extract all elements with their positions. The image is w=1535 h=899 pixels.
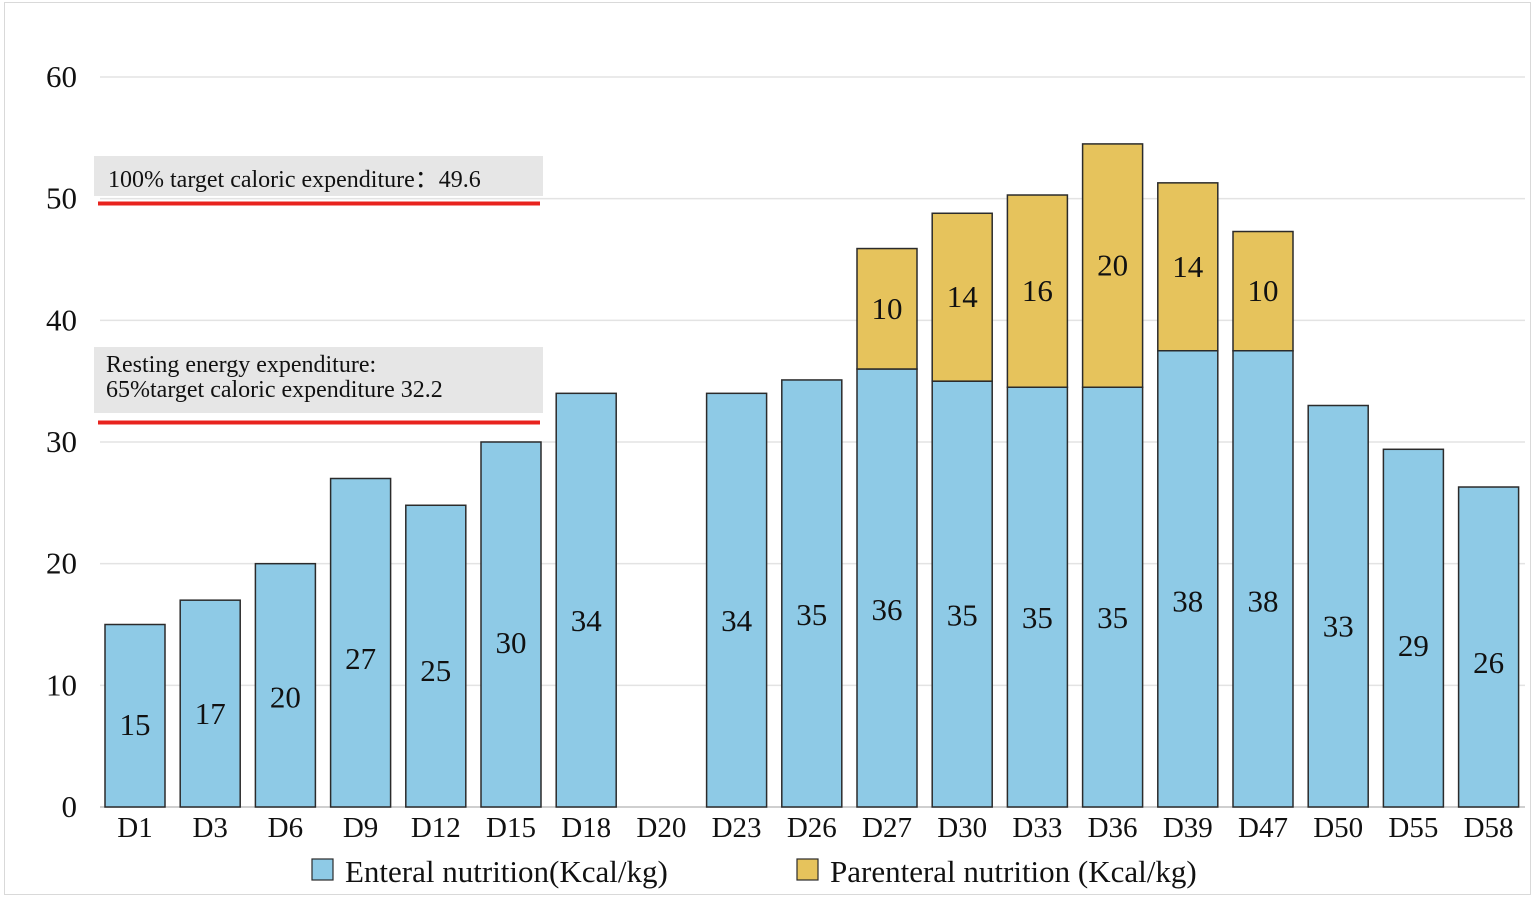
x-tick-label: D15 [486,812,536,844]
enteral-value-label: 35 [947,597,978,632]
parenteral-bar-d36 [1081,143,1144,388]
reference-annotations: 100% target caloric expenditure：49.6 Rest… [94,156,543,425]
enteral-bar-d27 [856,368,918,808]
enteral-bar-d18 [555,392,617,808]
y-tick-label: 20 [46,546,77,581]
enteral-bar-d55 [1382,448,1445,808]
parenteral-bar-d30 [931,212,993,382]
x-tick-label: D1 [117,812,152,844]
x-tick-label: D9 [343,812,378,844]
enteral-bar-d1 [104,623,166,808]
resting-energy-annotation-box [94,347,543,413]
x-tick-label: D39 [1163,812,1213,844]
parenteral-bar-d33 [1006,194,1069,388]
enteral-value-label: 30 [496,625,527,660]
legend-label-parenteral: Parenteral nutrition (Kcal/kg) [830,854,1197,889]
enteral-value-label: 17 [195,696,226,731]
x-tick-label: D50 [1313,812,1363,844]
parenteral-value-label: 14 [1172,249,1204,284]
x-tick-label: D20 [636,812,686,844]
x-tick-label: D36 [1088,812,1138,844]
enteral-bar-d36 [1081,386,1144,808]
parenteral-value-label: 20 [1097,248,1128,283]
x-tick-label: D30 [937,812,987,844]
enteral-bar-d26 [781,379,843,808]
x-tick-label: D6 [268,812,303,844]
enteral-bar-d23 [705,392,768,808]
legend: Enteral nutrition(Kcal/kg) Parenteral nut… [311,854,1197,889]
enteral-value-label: 38 [1172,584,1203,619]
x-tick-label: D58 [1464,812,1514,844]
bars: 15 17 20 27 25 30 34 34 35 36 10 35 14 35 16 35 20 38 14 38… [104,143,1520,808]
y-tick-label: 40 [46,302,77,337]
parenteral-bar-d47 [1232,230,1294,352]
x-tick-label: D33 [1012,812,1062,844]
enteral-value-label: 20 [270,680,301,715]
legend-swatch-enteral [311,858,334,881]
resting-energy-annotation-line1: Resting energy expenditure: [106,352,376,378]
parenteral-value-label: 14 [947,279,979,314]
enteral-value-label: 29 [1398,628,1429,663]
resting-energy-annotation-line2: 65%target caloric expenditure 32.2 [106,377,443,403]
x-tick-label: D55 [1388,812,1438,844]
enteral-bar-d39 [1157,350,1219,808]
x-tick-label: D18 [561,812,611,844]
legend-swatch-parenteral [796,858,819,881]
parenteral-value-label: 16 [1022,273,1053,308]
enteral-bar-d9 [329,477,392,808]
y-tick-label: 60 [46,59,77,94]
y-tick-label: 0 [62,789,78,824]
enteral-bar-d15 [480,441,542,808]
x-tick-label: D47 [1238,812,1288,844]
enteral-value-label: 38 [1248,584,1279,619]
x-tick-label: D27 [862,812,912,844]
x-tick-label: D3 [192,812,227,844]
y-tick-label: 30 [46,424,77,459]
x-tick-label: D12 [411,812,461,844]
x-tick-label: D23 [712,812,762,844]
target-caloric-annotation-text: 100% target caloric expenditure：49.6 [108,167,481,193]
enteral-bar-d58 [1457,486,1520,808]
enteral-value-label: 35 [1097,600,1128,635]
enteral-value-label: 26 [1473,645,1504,680]
enteral-value-label: 15 [120,707,151,742]
x-tick-label: D26 [787,812,837,844]
parenteral-bar-d39 [1157,182,1219,352]
x-axis-ticks: D1 D3 D6 D9 D12 D15 D18 D20 D23 D26 D27 D30 D33 D36 D3… [117,812,1513,844]
target-caloric-annotation-box [94,156,543,196]
enteral-bar-d30 [931,380,993,808]
enteral-bar-d3 [179,599,241,808]
enteral-value-label: 33 [1323,608,1354,643]
enteral-bar-d12 [405,504,467,808]
enteral-value-label: 35 [796,597,827,632]
parenteral-value-label: 10 [872,291,903,326]
enteral-value-label: 35 [1022,600,1053,635]
enteral-bar-d50 [1307,404,1369,808]
enteral-value-label: 25 [420,653,451,688]
enteral-value-label: 34 [721,603,753,638]
parenteral-value-label: 10 [1248,273,1279,308]
enteral-value-label: 34 [571,603,603,638]
y-tick-label: 50 [46,181,77,216]
legend-label-enteral: Enteral nutrition(Kcal/kg) [345,854,668,889]
enteral-bar-d6 [254,562,317,808]
y-tick-label: 10 [46,667,77,702]
enteral-bar-d33 [1006,386,1069,808]
enteral-value-label: 27 [345,641,376,676]
parenteral-bar-d27 [856,247,918,370]
y-axis-ticks: 0 10 20 30 40 50 60 [46,59,77,824]
enteral-value-label: 36 [872,592,903,627]
enteral-bar-d47 [1232,350,1294,808]
